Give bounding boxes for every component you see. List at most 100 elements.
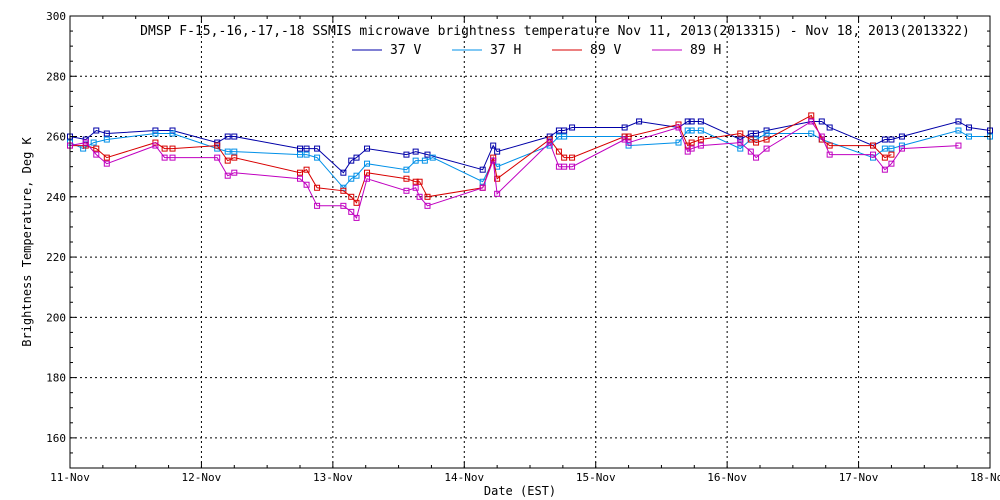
series-line-37-v bbox=[69, 120, 991, 174]
data-point-89-h bbox=[494, 190, 501, 197]
data-point-37-v bbox=[569, 124, 576, 131]
data-point-89-v bbox=[353, 199, 360, 206]
data-point-37-h bbox=[152, 130, 159, 137]
data-point-89-h bbox=[870, 151, 877, 158]
data-point-89-h bbox=[297, 175, 303, 182]
data-point-37-h bbox=[231, 148, 238, 155]
data-point-89-h bbox=[93, 151, 100, 158]
data-point-89-v bbox=[364, 169, 371, 176]
data-point-37-v bbox=[737, 136, 744, 143]
data-point-89-v bbox=[561, 154, 568, 161]
data-point-89-v bbox=[403, 175, 410, 182]
data-point-89-v bbox=[93, 145, 100, 152]
data-point-89-v bbox=[888, 151, 895, 158]
data-point-37-v bbox=[818, 118, 825, 125]
grid-lines bbox=[70, 16, 990, 468]
data-point-37-v bbox=[684, 118, 691, 125]
data-point-89-v bbox=[753, 139, 760, 146]
x-tick-label: 13-Nov bbox=[313, 471, 353, 484]
x-tick-label: 17-Nov bbox=[839, 471, 879, 484]
data-point-37-v bbox=[224, 133, 231, 140]
data-point-89-v bbox=[314, 184, 321, 191]
data-point-89-v bbox=[161, 145, 168, 152]
data-point-89-v bbox=[303, 166, 310, 173]
data-point-89-v bbox=[569, 154, 576, 161]
series-89-v bbox=[67, 112, 895, 206]
x-tick-label: 11-Nov bbox=[50, 471, 90, 484]
data-point-89-v bbox=[688, 139, 695, 146]
x-tick-label: 16-Nov bbox=[707, 471, 747, 484]
y-tick-label: 300 bbox=[46, 10, 66, 23]
data-point-89-h bbox=[888, 160, 895, 167]
y-axis-label: Brightness Temperature, Deg K bbox=[20, 136, 34, 346]
data-point-89-v bbox=[224, 157, 231, 164]
data-point-37-v bbox=[753, 130, 760, 137]
data-point-37-h bbox=[340, 184, 347, 191]
x-tick-label: 18-Nov bbox=[970, 471, 1000, 484]
data-point-37-v bbox=[965, 124, 972, 131]
data-point-89-h bbox=[747, 148, 754, 155]
data-point-89-h bbox=[314, 202, 321, 209]
data-point-89-h bbox=[898, 145, 905, 152]
data-point-89-h bbox=[955, 142, 962, 149]
data-point-37-h bbox=[303, 151, 310, 158]
data-point-89-h bbox=[808, 118, 815, 125]
data-point-37-h bbox=[965, 133, 972, 140]
data-point-37-v bbox=[561, 127, 568, 134]
data-point-37-h bbox=[412, 157, 419, 164]
data-point-37-h bbox=[688, 127, 695, 134]
data-point-89-h bbox=[169, 154, 176, 161]
data-point-89-v bbox=[826, 142, 833, 149]
data-point-89-v bbox=[169, 145, 176, 152]
data-point-37-h bbox=[675, 139, 682, 146]
data-point-37-v bbox=[231, 133, 238, 140]
data-point-37-v bbox=[314, 145, 321, 152]
data-point-89-h bbox=[561, 163, 568, 170]
data-point-89-h bbox=[348, 208, 355, 215]
y-tick-label: 160 bbox=[46, 432, 66, 445]
data-point-89-h bbox=[161, 154, 168, 161]
data-point-37-h bbox=[808, 130, 815, 137]
data-point-89-v bbox=[494, 175, 501, 182]
data-point-37-h bbox=[898, 142, 905, 149]
y-tick-label: 280 bbox=[46, 70, 66, 83]
data-point-37-v bbox=[103, 130, 110, 137]
data-point-89-v bbox=[870, 142, 877, 149]
data-point-37-h bbox=[224, 148, 231, 155]
data-point-89-h bbox=[82, 139, 89, 146]
data-point-37-v bbox=[297, 145, 303, 152]
legend-item-37-h: 37 H bbox=[452, 43, 521, 58]
series-lines bbox=[67, 112, 993, 221]
data-point-37-h bbox=[684, 127, 691, 134]
data-point-89-v bbox=[412, 178, 419, 185]
data-point-89-h bbox=[675, 124, 682, 131]
data-point-37-v bbox=[303, 145, 310, 152]
data-point-89-h bbox=[340, 202, 347, 209]
data-point-89-v bbox=[340, 187, 347, 194]
data-point-89-h bbox=[231, 169, 238, 176]
data-point-89-v bbox=[490, 154, 497, 161]
data-point-89-h bbox=[479, 184, 486, 191]
y-tick-labels: 160 180 200 220 240 260 280 300 bbox=[46, 10, 66, 445]
data-point-37-h bbox=[90, 139, 97, 146]
data-point-89-v bbox=[747, 136, 754, 143]
data-point-37-h bbox=[737, 145, 744, 152]
data-point-89-h bbox=[826, 151, 833, 158]
data-point-37-h bbox=[364, 160, 371, 167]
data-point-37-h bbox=[763, 130, 770, 137]
y-tick-label: 200 bbox=[46, 311, 66, 324]
legend-item-89-h: 89 H bbox=[652, 43, 721, 58]
data-point-37-v bbox=[479, 166, 486, 173]
data-point-37-v bbox=[82, 136, 89, 143]
data-point-89-h bbox=[403, 187, 410, 194]
data-point-89-h bbox=[416, 193, 423, 200]
data-point-89-v bbox=[881, 154, 888, 161]
data-point-37-v bbox=[348, 157, 355, 164]
data-point-37-h bbox=[955, 127, 962, 134]
data-point-89-h bbox=[353, 214, 360, 221]
data-point-37-v bbox=[214, 139, 221, 146]
data-point-89-h bbox=[412, 184, 419, 191]
data-point-89-v bbox=[737, 130, 744, 137]
data-point-89-v bbox=[763, 136, 770, 143]
